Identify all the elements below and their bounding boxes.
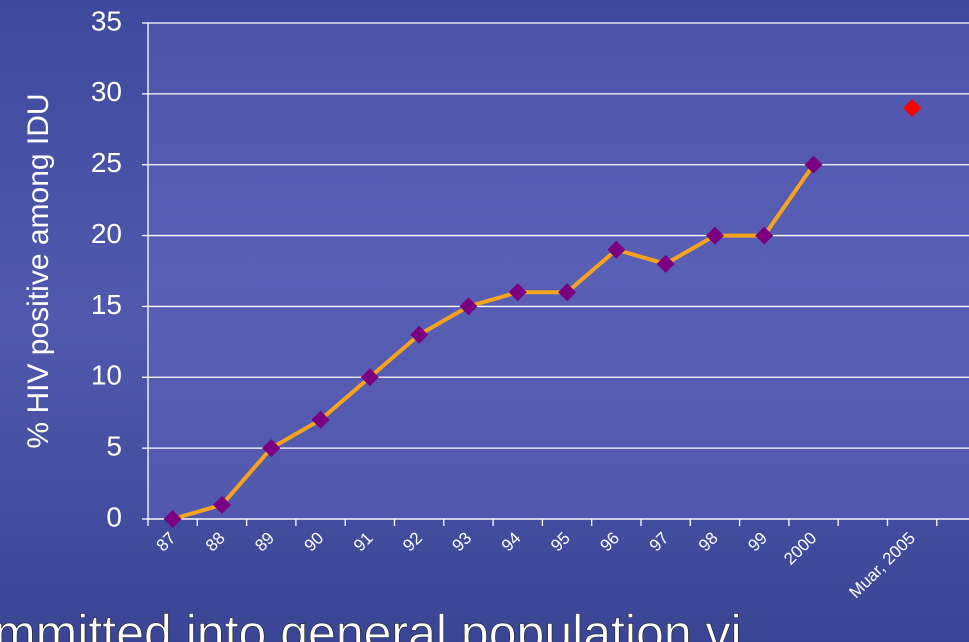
data-point bbox=[656, 254, 675, 273]
y-tick-label: 35 bbox=[91, 5, 122, 36]
data-point bbox=[508, 283, 527, 302]
data-point bbox=[212, 495, 231, 514]
y-tick-label: 30 bbox=[91, 76, 122, 107]
data-point bbox=[558, 283, 577, 302]
data-point bbox=[804, 155, 823, 174]
data-point bbox=[755, 226, 774, 245]
data-point bbox=[410, 325, 429, 344]
data-point bbox=[607, 240, 626, 259]
y-tick-label: 20 bbox=[91, 218, 122, 249]
y-tick-label: 5 bbox=[106, 431, 122, 462]
plot-area bbox=[148, 23, 969, 519]
data-point bbox=[360, 368, 379, 387]
data-point bbox=[311, 410, 330, 429]
footer-text: mmitted into general population vi bbox=[0, 605, 742, 642]
y-axis-label: % HIV positive among IDU bbox=[22, 93, 55, 448]
data-point bbox=[903, 99, 922, 118]
y-tick-label: 15 bbox=[91, 289, 122, 320]
y-tick-label: 25 bbox=[91, 147, 122, 178]
data-point bbox=[705, 226, 724, 245]
data-point bbox=[262, 439, 281, 458]
series-line bbox=[172, 163, 816, 521]
y-tick-label: 10 bbox=[91, 360, 122, 391]
data-point bbox=[163, 510, 182, 528]
data-point bbox=[459, 297, 478, 316]
y-tick-label: 0 bbox=[106, 501, 122, 532]
